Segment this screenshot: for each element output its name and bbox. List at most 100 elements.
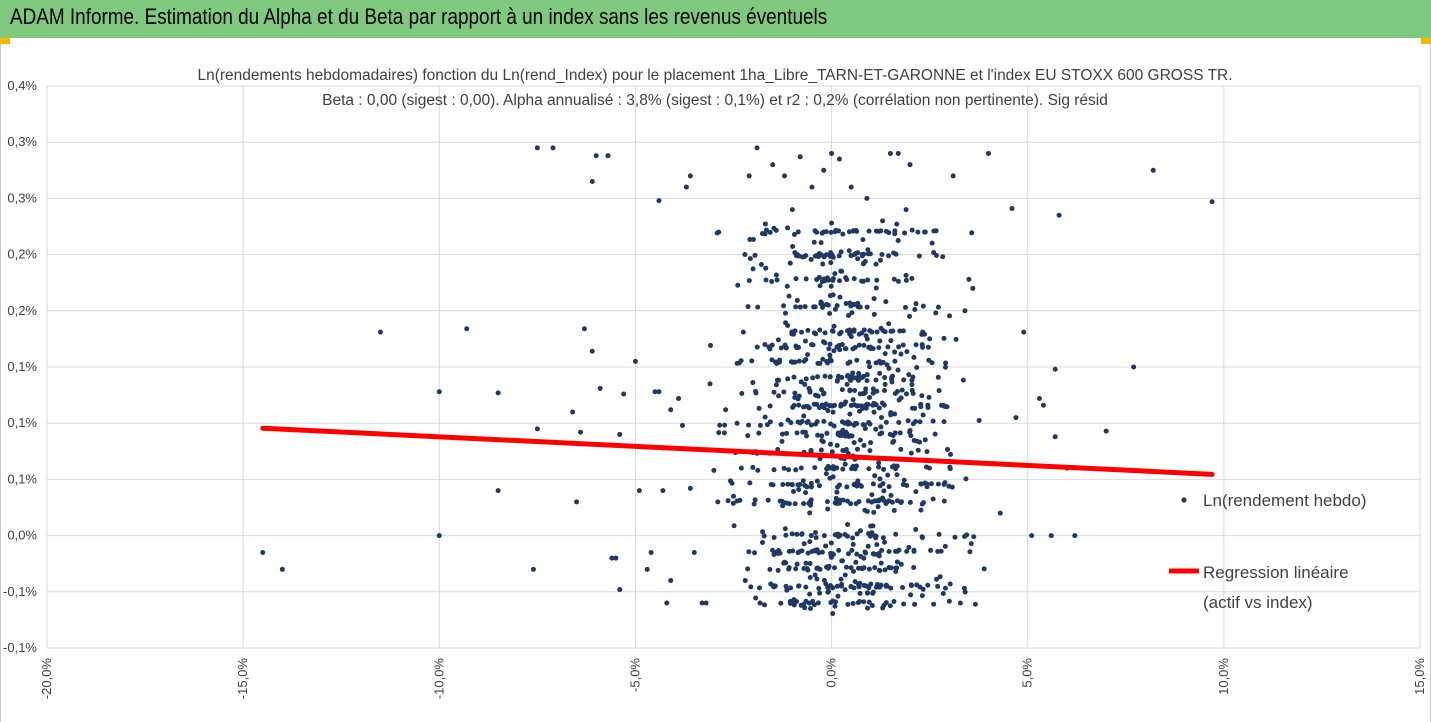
chart-area: Ln(rendements hebdomadaires) fonction du… <box>0 44 1431 722</box>
data-point <box>836 228 842 234</box>
data-point <box>871 311 877 317</box>
data-point <box>868 440 874 446</box>
data-point <box>836 253 842 259</box>
data-point <box>763 277 769 283</box>
data-point <box>935 374 941 380</box>
data-point <box>840 558 846 564</box>
data-point <box>867 364 873 370</box>
data-point <box>863 405 869 411</box>
data-point <box>850 541 856 547</box>
data-point <box>530 566 536 572</box>
data-point <box>873 261 879 267</box>
data-point <box>906 372 912 378</box>
data-point <box>842 461 848 467</box>
x-tick-label: -5,0% <box>627 658 642 692</box>
data-point <box>785 225 791 231</box>
data-point <box>773 272 779 278</box>
data-point <box>805 327 811 333</box>
data-point <box>774 377 780 383</box>
data-point <box>818 240 824 246</box>
data-point <box>784 430 790 436</box>
data-point <box>852 344 858 350</box>
data-point <box>781 303 787 309</box>
data-point <box>747 236 753 242</box>
data-point <box>868 581 874 587</box>
data-point <box>935 481 941 487</box>
data-point <box>876 464 882 470</box>
data-point <box>707 381 713 387</box>
data-point <box>722 422 728 428</box>
data-point <box>831 348 837 354</box>
data-point <box>985 150 991 156</box>
data-point <box>947 466 953 472</box>
data-point <box>827 441 833 447</box>
data-point <box>805 567 811 573</box>
data-point <box>918 507 924 513</box>
data-point <box>843 300 849 306</box>
data-point <box>771 535 777 541</box>
data-point <box>827 341 833 347</box>
legend-marker-points <box>1181 497 1187 503</box>
data-point <box>802 482 808 488</box>
data-point <box>847 421 853 427</box>
data-point <box>589 348 595 354</box>
data-point <box>866 466 872 472</box>
data-point <box>801 254 807 260</box>
data-point <box>828 358 834 364</box>
data-point <box>789 482 795 488</box>
data-point <box>790 243 796 249</box>
data-point <box>883 299 889 305</box>
data-point <box>889 464 895 470</box>
data-point <box>763 227 769 233</box>
regression-line-group <box>260 425 1215 477</box>
data-point <box>851 276 857 282</box>
data-point <box>862 549 868 555</box>
y-tick-label: -0,1% <box>3 584 37 599</box>
data-point <box>803 560 809 566</box>
report-title: ADAM Informe. Estimation du Alpha et du … <box>10 4 828 29</box>
data-point <box>836 547 842 553</box>
data-point <box>917 419 923 425</box>
data-point <box>870 551 876 557</box>
data-point <box>762 221 768 227</box>
data-point <box>805 419 811 425</box>
data-point <box>834 583 840 589</box>
data-point <box>725 498 731 504</box>
data-point <box>785 481 791 487</box>
data-point <box>909 227 915 233</box>
data-point <box>895 367 901 373</box>
data-point <box>913 526 919 532</box>
data-point <box>791 331 797 337</box>
data-point <box>767 567 773 573</box>
data-point <box>879 251 885 257</box>
data-point <box>796 486 802 492</box>
data-point <box>805 352 811 358</box>
data-point <box>824 466 830 472</box>
data-point <box>773 382 779 388</box>
data-point <box>815 600 821 606</box>
data-point <box>816 483 822 489</box>
data-point <box>876 497 882 503</box>
data-point <box>850 568 856 574</box>
data-point <box>735 282 741 288</box>
data-point <box>1048 533 1054 539</box>
data-point <box>888 565 894 571</box>
data-point <box>783 320 789 326</box>
data-point <box>644 566 650 572</box>
data-point <box>900 328 906 334</box>
data-point <box>865 251 871 257</box>
data-point <box>891 599 897 605</box>
data-point <box>865 543 871 549</box>
data-point <box>941 419 947 425</box>
data-point <box>877 370 883 376</box>
data-point <box>796 358 802 364</box>
data-point <box>821 391 827 397</box>
data-point <box>826 277 832 283</box>
data-point <box>864 378 870 384</box>
data-point <box>1072 533 1078 539</box>
data-point <box>898 561 904 567</box>
data-point <box>656 389 662 395</box>
data-point <box>825 408 831 414</box>
data-point <box>877 431 883 437</box>
data-point <box>812 572 818 578</box>
